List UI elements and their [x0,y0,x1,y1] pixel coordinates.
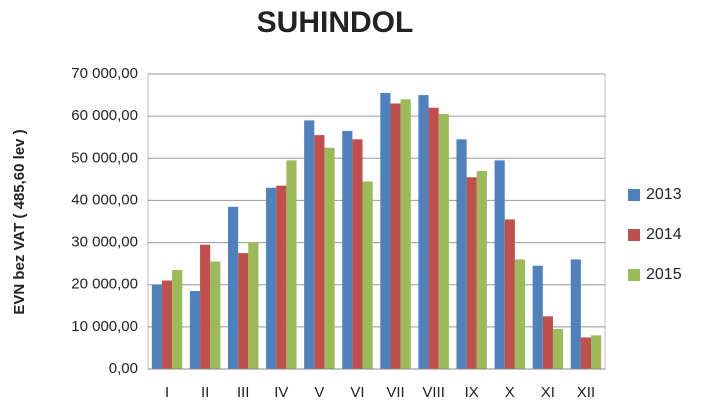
bar [552,328,564,369]
bar [504,219,515,369]
x-tick-label: XII [577,384,595,401]
x-tick-label: V [314,384,324,401]
y-tick-label: 50 000,00 [71,149,138,166]
x-tick-label: IV [274,384,288,401]
legend-label: 2015 [646,266,682,283]
bar [276,185,287,369]
bar [428,107,439,369]
bar [161,280,173,369]
bar [151,284,162,369]
bar [542,316,553,369]
bar [362,181,373,369]
legend-swatch [628,269,640,281]
bar [514,259,526,369]
bar [324,147,335,369]
x-tick-label: XI [541,384,555,401]
x-tick-label: IX [465,384,479,401]
bar [227,206,239,369]
bar [580,337,592,369]
x-tick-label: VI [350,384,364,401]
bar [238,253,249,369]
y-tick-label: 40 000,00 [71,191,138,208]
bar [494,160,505,369]
bar [380,92,391,369]
bar [591,335,602,369]
legend-swatch [628,229,640,241]
bar [210,261,221,369]
bar [248,242,259,369]
bar [456,139,467,369]
x-tick-label: VIII [422,384,445,401]
bar [390,103,401,369]
bar [466,177,477,369]
y-axis-label: EVN bez VAT ( 485,60 lev ) [11,129,28,314]
y-tick-label: 20 000,00 [71,276,138,293]
y-tick-label: 60 000,00 [71,107,138,124]
bar [418,95,429,370]
bar [438,114,449,370]
x-tick-label: III [237,384,250,401]
y-tick-label: 30 000,00 [71,234,138,251]
bar [532,265,543,369]
legend-label: 2013 [646,186,682,203]
y-tick-label: 0,00 [109,360,138,377]
x-tick-label: II [201,384,209,401]
x-tick-label: I [165,384,169,401]
bar [266,187,277,369]
x-tick-label: X [505,384,515,401]
bar [314,135,325,369]
bar [342,130,353,369]
chart-title: SUHINDOL [257,6,414,39]
legend-label: 2014 [646,226,682,243]
bar [172,269,183,369]
bar [189,291,201,369]
bar [304,120,315,369]
x-tick-label: VII [386,384,404,401]
y-tick-label: 10 000,00 [71,318,138,335]
bar [200,244,211,369]
bar [400,99,411,370]
y-tick-label: 70 000,00 [71,65,138,82]
bar [352,139,363,369]
bar [570,259,581,369]
bar [476,170,487,369]
legend-swatch [628,189,640,201]
bar [286,160,297,369]
